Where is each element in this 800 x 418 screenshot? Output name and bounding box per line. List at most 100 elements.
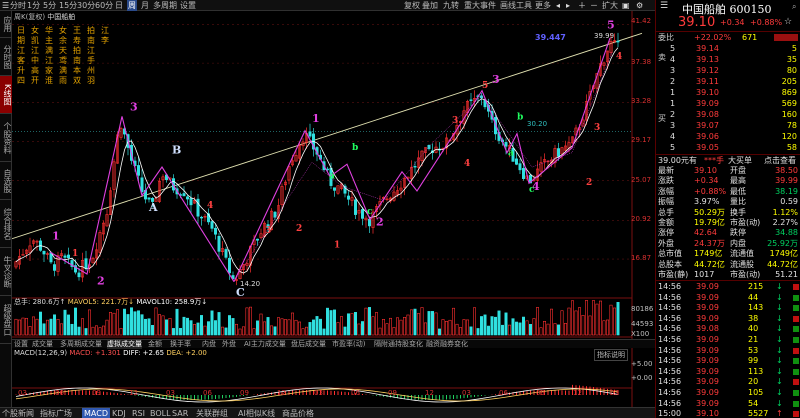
layout-icon[interactable]: ▣ xyxy=(622,1,630,10)
tab-fenshi[interactable]: 分时 xyxy=(10,1,26,10)
text-column-char: 淮 xyxy=(45,76,53,85)
bottom-tab-sar[interactable]: SAR xyxy=(172,409,189,418)
ask-row[interactable]: 2 39.11 205 xyxy=(670,77,797,86)
volume-bar xyxy=(249,306,253,336)
bid-row[interactable]: 4 39.06 120 xyxy=(670,132,797,141)
side-tab-diagnosis[interactable]: 牛叉诊断 xyxy=(0,248,12,296)
next-icon[interactable]: ▸ xyxy=(566,1,571,10)
settings-icon[interactable]: ⚙ xyxy=(636,1,644,10)
ask-row[interactable]: 3 39.12 80 xyxy=(670,66,797,75)
expand-button[interactable]: 扩大 xyxy=(602,1,618,10)
side-tab-ranking[interactable]: 综合排名 xyxy=(0,200,12,248)
text-column-char: 余 xyxy=(59,36,67,45)
text-column-char: 羽 xyxy=(87,76,95,85)
side-tab-apps[interactable]: 应用 xyxy=(0,11,12,38)
bottom-tab-rsi[interactable]: RSI xyxy=(132,409,145,418)
tab-settings[interactable]: 设置 xyxy=(180,1,196,10)
candle-body xyxy=(521,168,525,179)
tab-day[interactable]: 日 xyxy=(115,1,123,10)
volume-bar xyxy=(301,328,305,336)
tab-1min[interactable]: 1分 xyxy=(27,1,41,10)
major-events-button[interactable]: 重大事件 xyxy=(464,1,496,10)
ind-tab-outer[interactable]: 外盘 xyxy=(222,340,236,348)
volume-bar xyxy=(35,318,39,336)
high-mark2-label: 39.99 xyxy=(594,32,615,40)
ask-row[interactable]: 5 39.14 5 xyxy=(670,44,797,53)
ind-tab-northbound[interactable]: 隔附通持股变化 xyxy=(374,340,423,348)
bid-row[interactable]: 2 39.08 160 xyxy=(670,110,797,119)
bid-row[interactable]: 5 39.05 58 xyxy=(670,143,797,152)
volume-bar xyxy=(126,314,130,336)
ind-tab-turnover[interactable]: 换手率 xyxy=(170,340,191,348)
side-tab-super-book[interactable]: 超级盘口 xyxy=(0,296,12,344)
zoom-in-icon[interactable]: ＋ xyxy=(578,1,586,10)
draw-tools-button[interactable]: 画线工具 xyxy=(500,1,532,10)
volume-bar xyxy=(402,317,406,336)
search-icon[interactable]: ⌕ xyxy=(792,2,797,11)
bottom-tab-commodity[interactable]: 商品价格 xyxy=(282,409,314,418)
bottom-tab-news[interactable]: 个股新闻 xyxy=(2,409,34,418)
candle-body xyxy=(95,249,99,259)
bid-row[interactable]: 3 39.07 78 xyxy=(670,121,797,130)
side-tab-fenshi[interactable]: 分时图 xyxy=(0,38,12,76)
side-tab-kline[interactable]: K线图 xyxy=(0,76,12,114)
tick-row: 14:56 39.09 38 ↓ xyxy=(656,313,800,325)
jiuzhuan-button[interactable]: 九转 xyxy=(443,1,459,10)
volume-bar xyxy=(399,319,403,336)
indicator-help-button[interactable]: 指标说明 xyxy=(594,349,628,361)
text-column-char: 州 xyxy=(87,66,95,75)
candle-body xyxy=(259,233,263,239)
fuquan-button[interactable]: 复权 xyxy=(404,1,420,10)
prev-icon[interactable]: ◂ xyxy=(556,1,561,10)
view-link[interactable]: 点击查看 xyxy=(764,156,796,165)
text-column-char: 升 xyxy=(17,66,25,75)
side-tab-profile[interactable]: 个股资料 xyxy=(0,114,12,162)
bid-row[interactable]: 1 39.09 569 xyxy=(670,99,797,108)
volume-bar xyxy=(287,319,291,336)
wave-label: a xyxy=(329,172,335,182)
tick-row: 14:56 39.09 53 ↓ xyxy=(656,345,800,357)
bottom-tab-indicator-plaza[interactable]: 指标广场 xyxy=(40,409,72,418)
menu-icon[interactable]: ☰ xyxy=(2,1,10,10)
ind-tab-pe[interactable]: 市盈率(动) xyxy=(332,340,366,348)
bottom-tab-kdj[interactable]: KDJ xyxy=(112,409,126,418)
volume-bar xyxy=(133,311,137,336)
panel-menu-icon[interactable]: ☰ xyxy=(660,1,669,11)
ind-tab-amount[interactable]: 金额 xyxy=(148,340,162,348)
candle-body xyxy=(269,210,273,231)
x-axis-label: 12 xyxy=(573,389,582,397)
tab-15min[interactable]: 15分 xyxy=(59,1,78,10)
side-tab-watchlist[interactable]: 自选股 xyxy=(0,162,12,200)
candle-body xyxy=(154,198,158,202)
candle-body xyxy=(273,211,277,218)
ind-tab-settings[interactable]: 设置 xyxy=(14,340,28,348)
candle-body xyxy=(332,187,336,191)
ind-tab-multi-volume[interactable]: 多周期成交量 xyxy=(60,340,102,348)
tab-60min[interactable]: 60分 xyxy=(95,1,114,10)
ind-tab-inner[interactable]: 内盘 xyxy=(202,340,216,348)
tab-5min[interactable]: 5分 xyxy=(43,1,57,10)
ind-tab-ai-volume[interactable]: AI主力成交量 xyxy=(244,340,286,348)
ask-row[interactable]: 4 39.13 35 xyxy=(670,55,797,64)
bottom-tab-macd[interactable]: MACD xyxy=(82,408,110,418)
ind-tab-virtual-volume[interactable]: 虚拟成交量 xyxy=(107,340,142,349)
bottom-tab-ai-similar[interactable]: AI相似K线 xyxy=(238,409,276,418)
zoom-out-icon[interactable]: － xyxy=(590,1,598,10)
bottom-tab-group[interactable]: 关联群组 xyxy=(196,409,228,418)
tab-week[interactable]: 周 xyxy=(127,0,137,11)
overlay-button[interactable]: 叠加 xyxy=(422,1,438,10)
tab-month[interactable]: 月 xyxy=(141,1,149,10)
tab-multi-period[interactable]: 多周期 xyxy=(153,1,177,10)
candle-body xyxy=(203,216,207,218)
more-button[interactable]: 更多 xyxy=(535,1,551,10)
ind-tab-volume[interactable]: 成交量 xyxy=(32,340,53,348)
add-favorite-icon[interactable]: ☆ xyxy=(784,17,793,27)
ind-tab-after-hours[interactable]: 盘后成交量 xyxy=(291,340,326,348)
ask-row[interactable]: 1 39.10 869 xyxy=(670,88,797,97)
text-column-char: 天 xyxy=(59,46,67,55)
tab-30min[interactable]: 30分 xyxy=(77,1,96,10)
bottom-tab-boll[interactable]: BOLL xyxy=(150,409,171,418)
ind-tab-margin[interactable]: 融资融券变化 xyxy=(426,340,468,348)
volume-bar xyxy=(451,307,455,336)
